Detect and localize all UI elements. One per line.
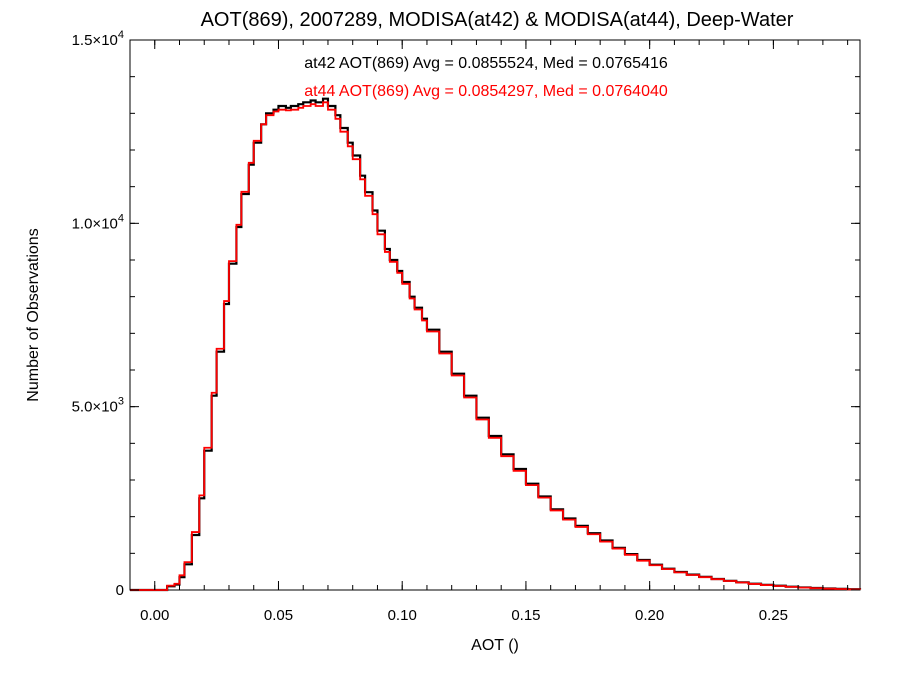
annotations: at42 AOT(869) Avg = 0.0855524, Med = 0.0… [304, 55, 668, 100]
chart-title: AOT(869), 2007289, MODISA(at42) & MODISA… [201, 9, 794, 31]
stats-annotation-2: at44 AOT(869) Avg = 0.0854297, Med = 0.0… [304, 83, 668, 100]
y-axis-title: Number of Observations [25, 228, 42, 401]
stats-annotation-1: at42 AOT(869) Avg = 0.0855524, Med = 0.0… [304, 55, 668, 72]
x-tick-label: 0.25 [759, 607, 788, 624]
plot-frame [129, 39, 861, 591]
y-axis-ticks: 0 5.0×103 1.0×104 1.5×104 [72, 29, 860, 599]
x-tick-label: 0.15 [511, 607, 540, 624]
y-tick-label: 1.5×104 [72, 29, 124, 49]
y-tick-label: 0 [116, 582, 124, 599]
x-axis-ticks: 0.00 0.05 0.10 0.15 0.20 0.25 [129, 40, 849, 624]
x-axis-title: AOT () [471, 637, 519, 654]
series-at42-line [130, 97, 862, 592]
y-tick-label: 5.0×103 [72, 396, 124, 416]
x-tick-label: 0.05 [264, 607, 293, 624]
y-tick-label: 1.0×104 [72, 212, 124, 232]
plot-area: 0.00 0.05 0.10 0.15 0.20 0.25 0 5.0×103 1.0×104… [72, 29, 862, 624]
series-at44-line [130, 101, 861, 591]
x-tick-label: 0.10 [388, 607, 417, 624]
series-layer [130, 97, 862, 592]
x-tick-label: 0.00 [140, 607, 169, 624]
x-tick-label: 0.20 [635, 607, 664, 624]
